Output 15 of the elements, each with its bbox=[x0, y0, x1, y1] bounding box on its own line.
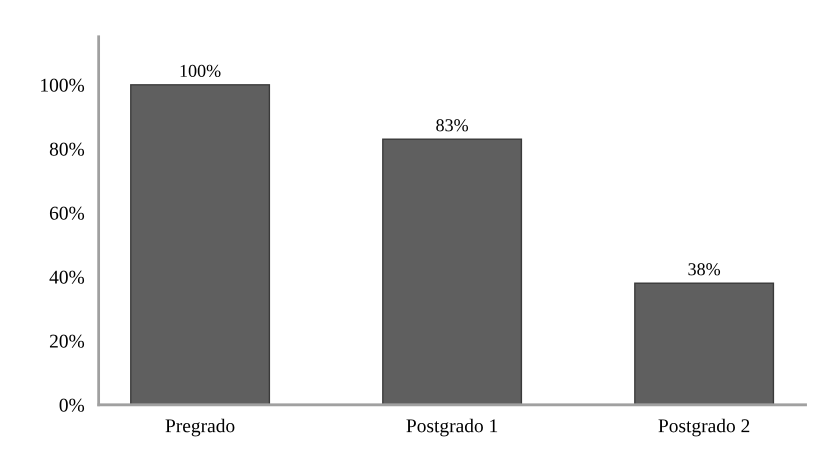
data-label: 100% bbox=[180, 64, 221, 78]
bar bbox=[130, 84, 270, 405]
y-tick-label: 0% bbox=[60, 398, 84, 412]
y-tick-label: 20% bbox=[50, 334, 84, 348]
data-label: 83% bbox=[436, 119, 468, 132]
bar bbox=[382, 138, 522, 405]
x-tick-label: Postgrado 1 bbox=[406, 418, 498, 436]
y-tick-label: 60% bbox=[50, 206, 84, 220]
y-tick-label: 100% bbox=[41, 78, 84, 92]
y-tick-label: 40% bbox=[49, 270, 84, 284]
y-tick-label: 80% bbox=[50, 142, 84, 156]
x-tick-label: Pregrado bbox=[166, 418, 234, 436]
data-label: 38% bbox=[688, 263, 720, 276]
x-tick-label: Postgrado 2 bbox=[658, 418, 750, 436]
bar bbox=[634, 282, 774, 405]
